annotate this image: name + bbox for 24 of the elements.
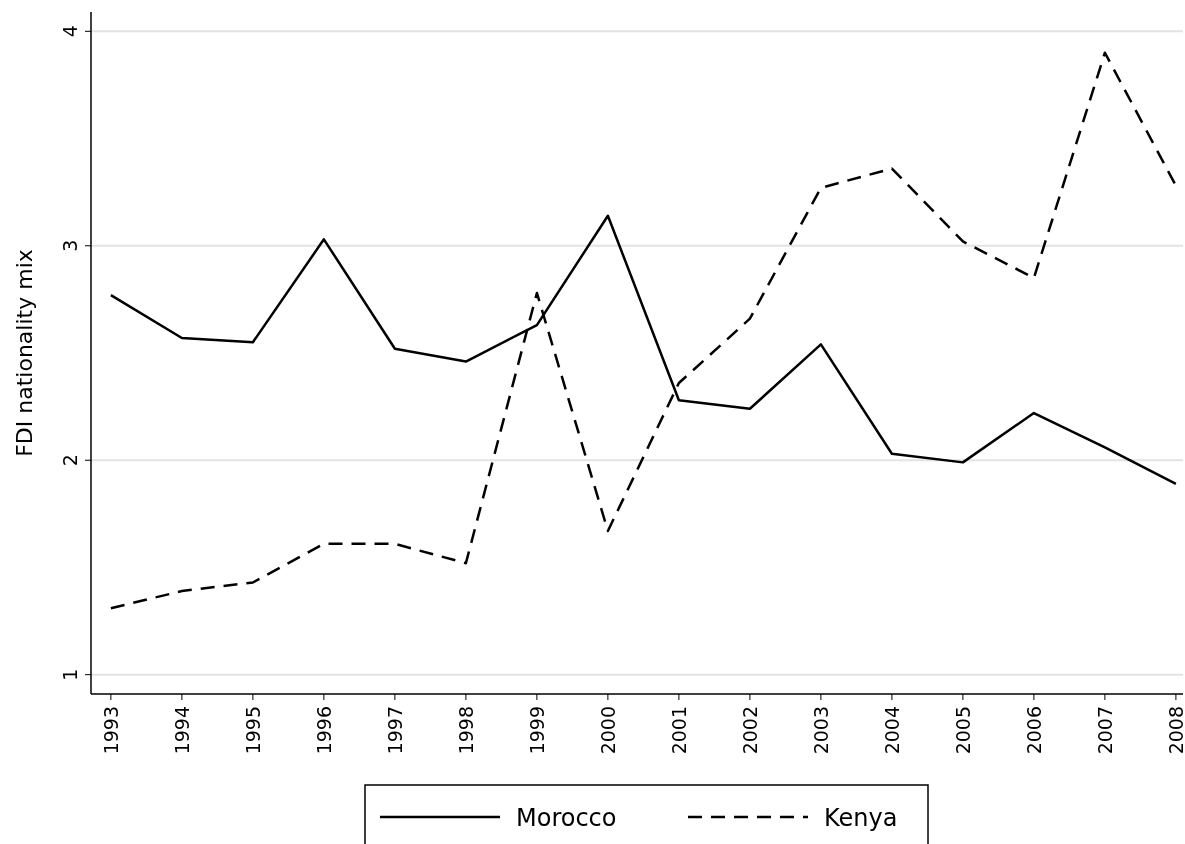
x-tick-label: 1995 <box>241 706 264 755</box>
x-tick-label: 2002 <box>738 706 761 755</box>
line-series <box>109 51 1178 610</box>
x-tick-label: 2000 <box>596 706 619 755</box>
x-tick-label: 2004 <box>880 706 903 755</box>
x-tick-label: 2005 <box>951 706 974 755</box>
y-axis-title: FDI nationality mix <box>12 249 37 457</box>
x-tick-label: 1993 <box>99 706 122 755</box>
x-tick-label: 1994 <box>170 706 193 755</box>
legend-label: Kenya <box>824 804 898 832</box>
y-tick-label: 4 <box>59 25 81 38</box>
x-tick-label: 2006 <box>1022 706 1045 755</box>
x-tick-label: 2007 <box>1093 706 1116 755</box>
x-tick-label: 2003 <box>809 706 832 755</box>
legend-label: Morocco <box>516 804 617 832</box>
x-tick-label: 1999 <box>525 706 548 755</box>
x-tick-label: 1996 <box>312 706 335 755</box>
x-tick-label: 1998 <box>454 706 477 755</box>
y-tick-label: 1 <box>59 668 81 681</box>
y-tick-label: 2 <box>59 454 81 467</box>
x-tick-label: 2008 <box>1164 706 1185 755</box>
x-tick-label: 2001 <box>667 706 690 755</box>
y-tick-label: 3 <box>59 239 81 252</box>
x-tick-label: 1997 <box>383 706 406 755</box>
